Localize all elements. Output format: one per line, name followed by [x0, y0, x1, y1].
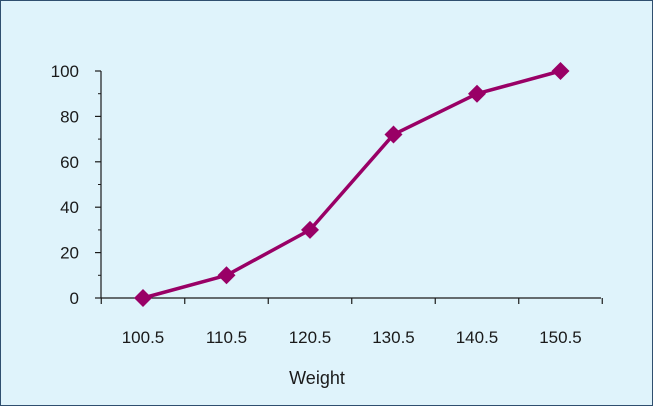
x-tick-label: 150.5 [539, 328, 582, 347]
series-group [134, 62, 570, 307]
data-point-marker [468, 84, 486, 103]
y-tick-label: 100 [51, 62, 79, 81]
y-tick-label: 40 [60, 198, 79, 217]
x-tick-label: 100.5 [122, 328, 165, 347]
y-tick-label: 20 [60, 244, 79, 263]
x-tick-label: 110.5 [206, 328, 247, 347]
x-tick-label: 120.5 [289, 328, 332, 347]
x-tick-label: 140.5 [456, 328, 499, 347]
x-axis: 100.5 110.5 120.5 130.5 140.5 150.5 [100, 297, 603, 347]
data-point-marker [301, 220, 319, 239]
y-tick-label: 0 [70, 289, 79, 308]
y-tick-label: 60 [60, 153, 79, 172]
data-point-marker [551, 62, 570, 80]
series-line [142, 69, 561, 300]
data-point-marker [384, 125, 403, 144]
x-axis-title: Weight [289, 368, 345, 388]
data-point-marker [217, 266, 236, 285]
data-point-marker [134, 289, 152, 307]
y-axis: 0 20 40 60 80 100 [51, 62, 102, 308]
x-tick-label: 130.5 [372, 328, 415, 347]
y-tick-label: 80 [60, 107, 79, 126]
